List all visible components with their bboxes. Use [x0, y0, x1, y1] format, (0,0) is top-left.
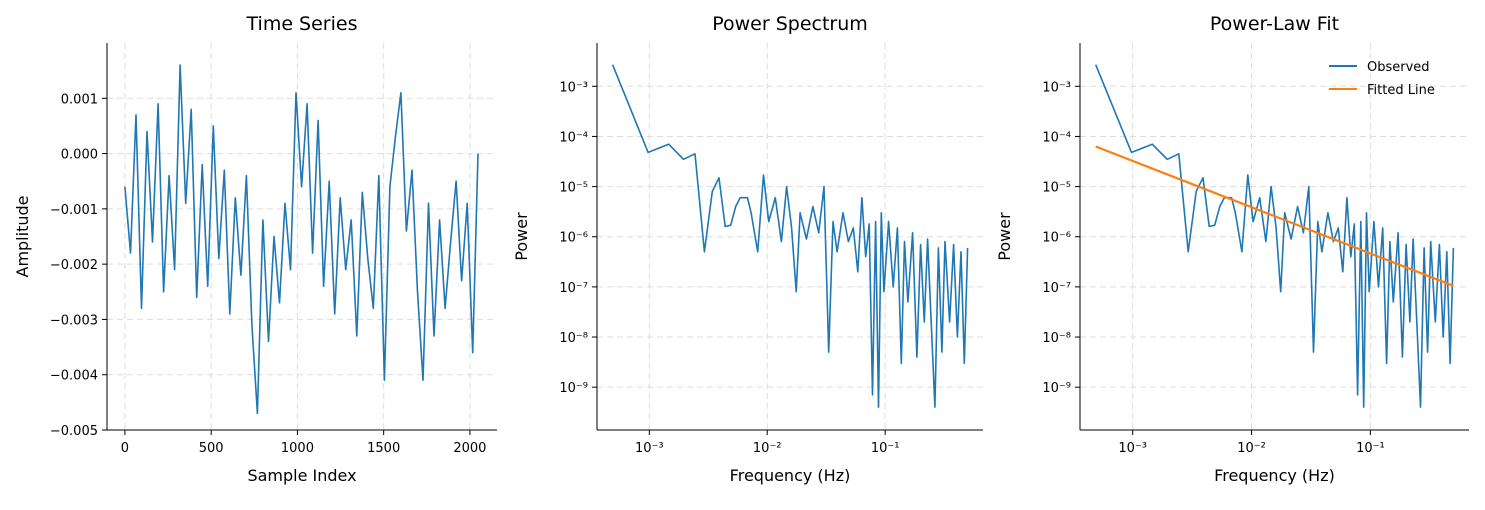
x-tick-label: 10⁻¹	[871, 441, 900, 456]
y-tick-label: −0.003	[50, 313, 98, 328]
y-tick-label: −0.005	[50, 424, 98, 439]
x-axis-label: Sample Index	[247, 466, 356, 485]
x-tick-label: 2000	[453, 441, 486, 456]
x-tick-label: 10⁻¹	[1356, 441, 1385, 456]
x-tick-label: 1000	[281, 441, 314, 456]
y-tick-label: 10⁻⁸	[559, 331, 588, 346]
x-tick-label: 10⁻²	[1237, 441, 1266, 456]
x-tick-label: 1500	[367, 441, 400, 456]
y-tick-label: 10⁻⁶	[559, 231, 588, 246]
x-tick-label: 0	[121, 441, 129, 456]
series-line	[124, 64, 479, 415]
y-tick-label: 10⁻⁶	[1042, 231, 1071, 246]
x-tick-label: 500	[199, 441, 224, 456]
series-line	[1095, 145, 1454, 287]
y-tick-label: −0.001	[50, 203, 98, 218]
y-tick-label: 10⁻⁹	[559, 381, 588, 396]
y-axis-label: Power	[512, 212, 531, 261]
y-tick-label: 10⁻⁴	[1042, 130, 1071, 145]
y-tick-label: 10⁻⁴	[559, 130, 588, 145]
y-axis-label: Amplitude	[13, 196, 32, 278]
y-axis-label: Power	[995, 212, 1014, 261]
x-axis-label: Frequency (Hz)	[1214, 466, 1335, 485]
y-tick-label: 10⁻³	[559, 80, 588, 95]
chart-title: Time Series	[246, 13, 358, 35]
y-tick-label: −0.002	[50, 258, 98, 273]
series-line	[611, 64, 969, 408]
legend-label: Fitted Line	[1367, 83, 1435, 98]
y-tick-label: 10⁻⁹	[1042, 381, 1071, 396]
y-tick-label: 10⁻⁵	[559, 181, 588, 196]
y-tick-label: 10⁻⁵	[1042, 181, 1071, 196]
y-tick-label: 0.001	[61, 92, 98, 107]
series-line	[1094, 64, 1455, 408]
x-axis-label: Frequency (Hz)	[730, 466, 851, 485]
y-tick-label: 10⁻⁸	[1042, 331, 1071, 346]
y-tick-label: 0.000	[61, 148, 98, 163]
x-tick-label: 10⁻³	[635, 441, 664, 456]
x-tick-label: 10⁻³	[1118, 441, 1147, 456]
y-tick-label: 10⁻⁷	[559, 281, 588, 296]
y-tick-label: 10⁻³	[1042, 80, 1071, 95]
x-tick-label: 10⁻²	[753, 441, 782, 456]
chart-title: Power-Law Fit	[1210, 13, 1339, 35]
y-tick-label: 10⁻⁷	[1042, 281, 1071, 296]
legend-label: Observed	[1367, 60, 1430, 75]
y-tick-label: −0.004	[50, 369, 98, 384]
chart-title: Power Spectrum	[712, 13, 868, 35]
